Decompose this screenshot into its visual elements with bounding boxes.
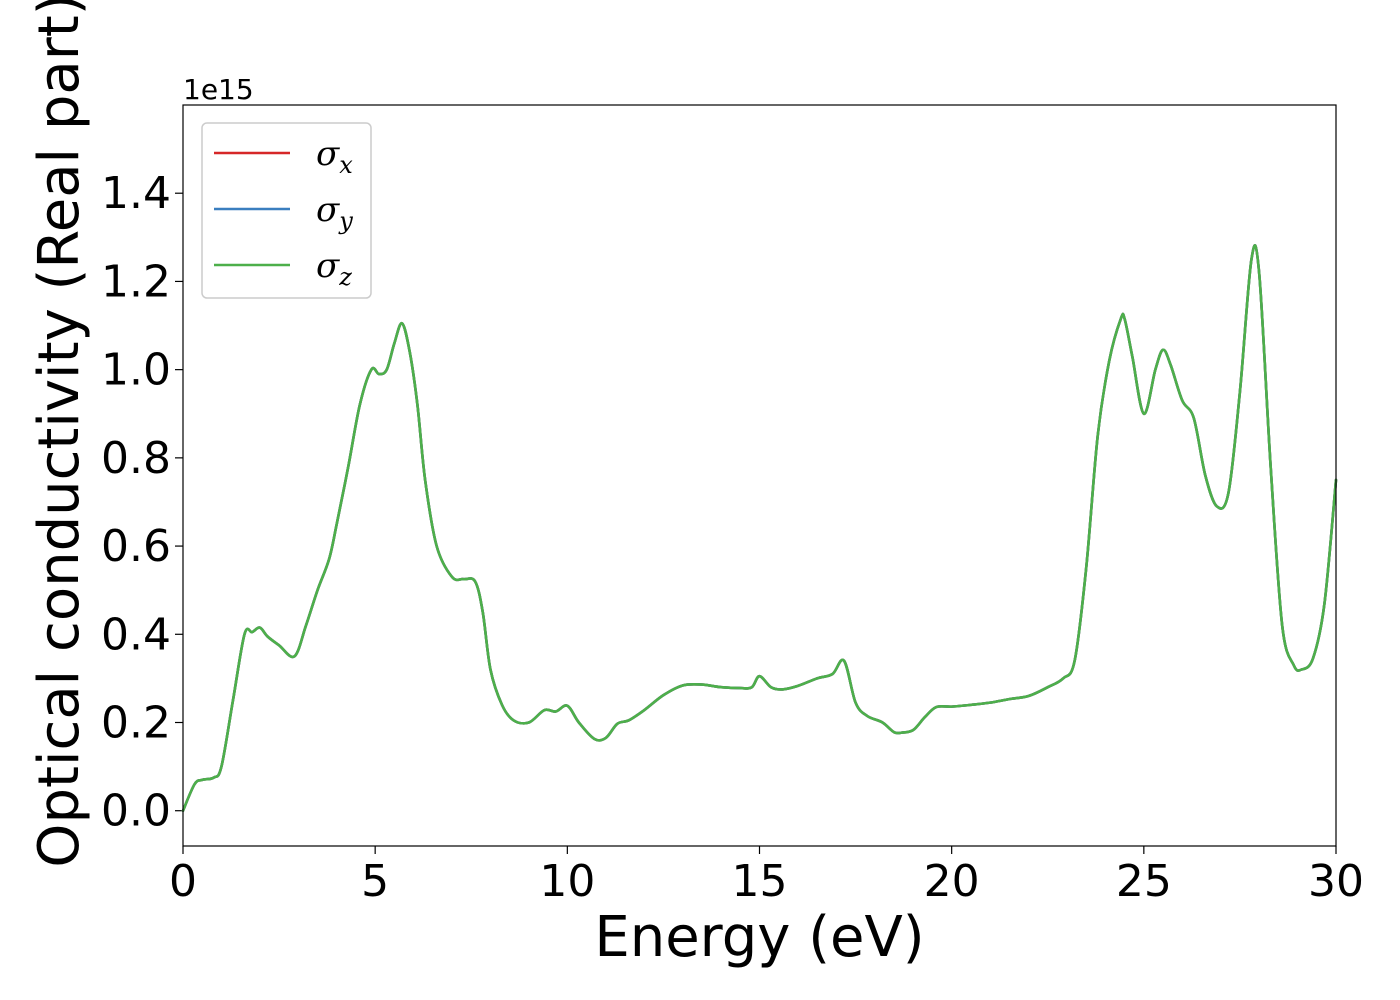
legend-box — [201, 122, 372, 299]
y-tick-label: 1.4 — [101, 168, 171, 219]
legend-subscript: x — [339, 151, 353, 179]
series-line-y — [181, 244, 1338, 813]
legend-label-z: σz — [316, 246, 352, 291]
series-lines — [181, 244, 1338, 813]
x-tick-label: 20 — [924, 856, 980, 907]
legend-subscript: z — [338, 263, 352, 291]
x-tick-label: 15 — [732, 856, 788, 907]
y-tick-label: 0.2 — [101, 698, 171, 749]
axis-ticks: 0 5 10 15 20 25 30 0.0 0.2 0.4 0.6 0.8 1.0 1.2 1.4 — [101, 168, 1364, 907]
y-tick-label: 1.0 — [101, 345, 171, 396]
legend-symbol: σ — [316, 246, 340, 286]
x-tick-label: 30 — [1308, 856, 1364, 907]
y-tick-label: 0.0 — [101, 786, 171, 837]
x-tick-label: 10 — [539, 856, 595, 907]
y-tick-label: 1.2 — [101, 256, 171, 307]
series-line-x — [181, 244, 1338, 813]
plot-frame — [182, 104, 1337, 847]
legend-symbol: σ — [316, 134, 340, 174]
x-tick-label: 25 — [1116, 856, 1172, 907]
y-tick-label: 0.8 — [101, 433, 171, 484]
legend-subscript: y — [338, 207, 353, 235]
x-axis-label: Energy (eV) — [594, 905, 924, 970]
x-tick-label: 5 — [361, 856, 389, 907]
legend-label-x: σx — [316, 134, 353, 179]
series-line-z — [181, 244, 1338, 813]
y-axis-label: Optical conductivity (Real part) — [27, 0, 92, 868]
legend-label-y: σy — [316, 190, 353, 235]
x-tick-label: 0 — [169, 856, 197, 907]
y-offset-label: 1e15 — [183, 73, 254, 106]
y-tick-label: 0.6 — [101, 521, 171, 572]
legend-symbol: σ — [316, 190, 340, 230]
y-tick-label: 0.4 — [101, 609, 171, 660]
